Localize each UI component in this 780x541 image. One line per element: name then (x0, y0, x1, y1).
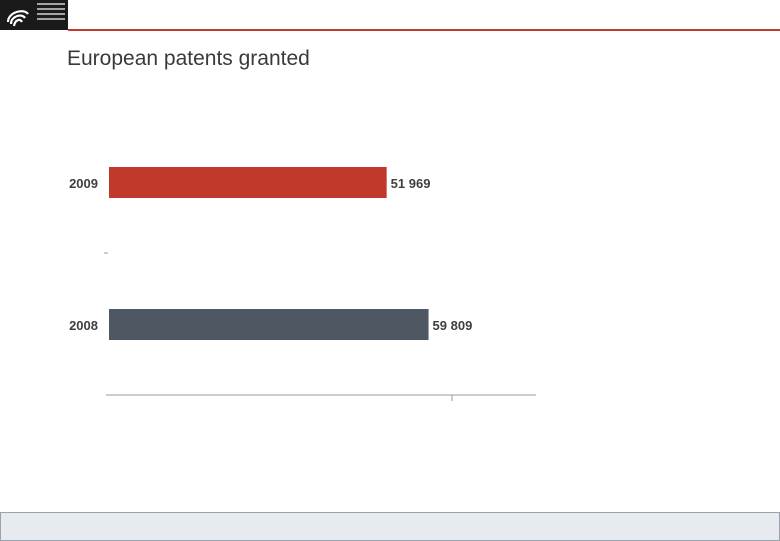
value-label-2009: 51 969 (391, 176, 431, 191)
category-label-2008: 2008 (69, 318, 98, 333)
footer-bar (0, 512, 780, 541)
logo-wordmark (37, 3, 65, 23)
page-title: European patents granted (67, 47, 310, 70)
bar-2008 (109, 309, 429, 340)
category-label-2009: 2009 (69, 176, 98, 191)
logo (0, 0, 68, 30)
value-label-2008: 59 809 (433, 318, 473, 333)
bar-2009 (109, 167, 387, 198)
epo-spiral-logo-icon (6, 10, 29, 27)
header-divider (68, 29, 780, 31)
